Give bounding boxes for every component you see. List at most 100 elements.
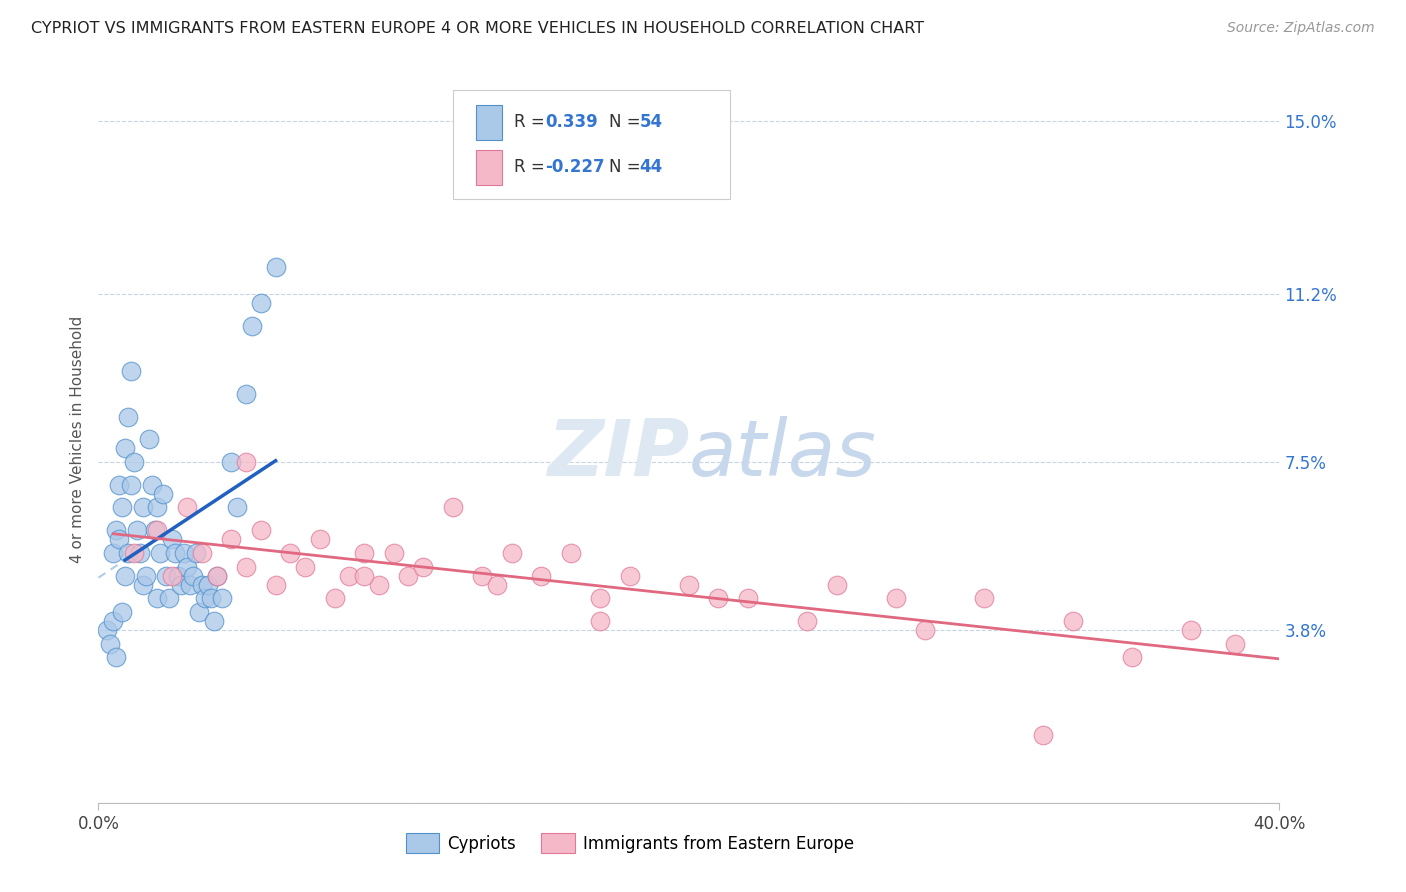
Point — [111, 605, 134, 619]
Point — [264, 260, 287, 274]
Legend: Cypriots, Immigrants from Eastern Europe: Cypriots, Immigrants from Eastern Europe — [399, 826, 860, 860]
Text: atlas: atlas — [689, 416, 877, 491]
Point — [280, 546, 302, 560]
Point — [114, 442, 136, 456]
Point — [122, 455, 145, 469]
Point — [132, 578, 155, 592]
Point — [117, 546, 139, 560]
Point — [486, 578, 509, 592]
Point — [560, 546, 582, 560]
Point — [96, 623, 118, 637]
Point — [176, 500, 198, 515]
Point — [108, 477, 131, 491]
Point — [187, 605, 209, 619]
Point — [108, 533, 131, 547]
Point — [128, 546, 150, 560]
Text: 44: 44 — [640, 159, 662, 177]
Point — [211, 591, 233, 606]
Point — [120, 364, 142, 378]
Point — [501, 546, 523, 560]
Point — [323, 591, 346, 606]
Point — [205, 568, 228, 582]
Point — [138, 432, 160, 446]
Point — [98, 637, 121, 651]
Point — [125, 523, 148, 537]
Point — [796, 614, 818, 628]
Point — [191, 546, 214, 560]
Point — [176, 559, 198, 574]
Point — [146, 591, 169, 606]
Point — [1180, 623, 1202, 637]
Point — [184, 546, 207, 560]
Point — [181, 568, 204, 582]
Point — [1121, 650, 1143, 665]
Point — [412, 559, 434, 574]
Point — [441, 500, 464, 515]
Point — [235, 387, 257, 401]
Point — [235, 559, 257, 574]
Point — [619, 568, 641, 582]
Point — [368, 578, 391, 592]
Point — [167, 568, 190, 582]
Point — [973, 591, 995, 606]
Text: -0.227: -0.227 — [546, 159, 605, 177]
Point — [114, 568, 136, 582]
Point — [707, 591, 730, 606]
Point — [111, 500, 134, 515]
Point — [309, 533, 332, 547]
Point — [205, 568, 228, 582]
Point — [141, 477, 163, 491]
Point — [1225, 637, 1247, 651]
Point — [103, 614, 125, 628]
Point — [737, 591, 759, 606]
Point — [382, 546, 405, 560]
Point — [221, 533, 243, 547]
Point — [162, 533, 183, 547]
Point — [197, 578, 219, 592]
Point — [339, 568, 361, 582]
FancyBboxPatch shape — [477, 105, 502, 140]
Point — [221, 455, 243, 469]
FancyBboxPatch shape — [477, 150, 502, 185]
Point — [471, 568, 494, 582]
Point — [884, 591, 907, 606]
Point — [353, 568, 375, 582]
Text: Source: ZipAtlas.com: Source: ZipAtlas.com — [1227, 21, 1375, 36]
Point — [264, 578, 287, 592]
Point — [162, 568, 183, 582]
Point — [146, 500, 169, 515]
Point — [135, 568, 157, 582]
Point — [120, 477, 142, 491]
Point — [103, 546, 125, 560]
Text: R =: R = — [515, 159, 550, 177]
Point — [250, 523, 273, 537]
Point — [530, 568, 553, 582]
Point — [202, 614, 225, 628]
Point — [155, 568, 177, 582]
Point — [194, 591, 217, 606]
Point — [146, 523, 169, 537]
Point — [235, 455, 257, 469]
Text: N =: N = — [609, 113, 645, 131]
Point — [149, 546, 172, 560]
Point — [914, 623, 936, 637]
Point — [170, 578, 193, 592]
Point — [152, 487, 174, 501]
Point — [825, 578, 848, 592]
Point — [398, 568, 420, 582]
Text: CYPRIOT VS IMMIGRANTS FROM EASTERN EUROPE 4 OR MORE VEHICLES IN HOUSEHOLD CORREL: CYPRIOT VS IMMIGRANTS FROM EASTERN EUROP… — [31, 21, 924, 37]
Point — [191, 578, 214, 592]
Text: N =: N = — [609, 159, 645, 177]
Point — [179, 578, 201, 592]
Point — [353, 546, 375, 560]
Text: 0.339: 0.339 — [546, 113, 598, 131]
Point — [117, 409, 139, 424]
Point — [226, 500, 249, 515]
Point — [157, 591, 180, 606]
Point — [294, 559, 316, 574]
Point — [1032, 728, 1054, 742]
Text: R =: R = — [515, 113, 550, 131]
Point — [240, 318, 263, 333]
Point — [250, 296, 273, 310]
Point — [678, 578, 700, 592]
